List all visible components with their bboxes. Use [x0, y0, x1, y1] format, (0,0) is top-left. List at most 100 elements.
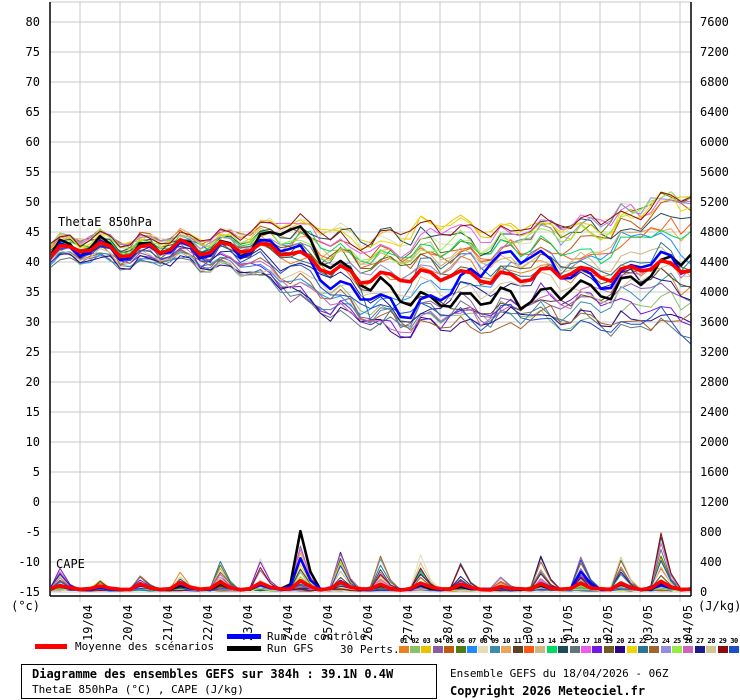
pert-color-swatch: [580, 646, 591, 653]
y-left-tick-label: 65: [26, 105, 40, 119]
y-left-tick-label: 0: [33, 495, 40, 509]
pert-key-item: 26: [683, 637, 694, 653]
pert-number: 06: [456, 637, 465, 645]
pert-key-item: 10: [501, 637, 512, 653]
pert-number: 16: [570, 637, 579, 645]
member-thetae-line: [51, 248, 691, 305]
x-date-label: 29/04: [481, 605, 495, 641]
pert-key-item: 21: [626, 637, 637, 653]
member-thetae-line: [51, 251, 691, 329]
pert-color-swatch: [717, 646, 728, 653]
pert-color-swatch: [512, 646, 523, 653]
y-right-tick-label: 2800: [700, 375, 729, 389]
chart-subtitle: ThetaE 850hPa (°C) , CAPE (J/kg): [32, 683, 244, 696]
pert-number: 30: [730, 637, 738, 645]
y-left-tick-label: 50: [26, 195, 40, 209]
y-left-tick-label: 45: [26, 225, 40, 239]
pert-color-swatch: [455, 646, 466, 653]
pert-color-swatch: [546, 646, 557, 653]
y-left-tick-label: 70: [26, 75, 40, 89]
y-left-tick-label: 60: [26, 135, 40, 149]
pert-key-item: 16: [569, 637, 580, 653]
pert-key-item: 06: [455, 637, 466, 653]
perturbation-color-key: 01 02 03 04 05 06 07 08 09 10 11 12 13 14 15 16 17 18 19 20…: [398, 637, 740, 656]
chart-title-box: Diagramme des ensembles GEFS sur 384h : …: [21, 664, 437, 699]
pert-color-swatch: [683, 646, 694, 653]
pert-color-swatch: [592, 646, 603, 653]
pert-key-item: 02: [409, 637, 421, 653]
copyright: Copyright 2026 Meteociel.fr: [450, 684, 646, 698]
y-left-tick-label: -10: [18, 555, 40, 569]
member-thetae-line: [51, 229, 691, 265]
pert-number: 20: [616, 637, 624, 645]
pert-color-swatch: [672, 646, 683, 653]
y-right-tick-label: 6000: [700, 135, 729, 149]
y-right-tick-label: 4800: [700, 225, 729, 239]
legend-gfs-label: Run GFS: [267, 642, 314, 655]
pert-key-item: 24: [660, 637, 671, 653]
x-date-label: 25/04: [321, 605, 335, 641]
x-date-label: 20/04: [121, 605, 135, 641]
x-date-label: 30/04: [521, 605, 535, 641]
pert-number: 04: [434, 637, 442, 645]
y-right-tick-label: 7600: [700, 15, 729, 29]
pert-key-item: 07: [466, 637, 478, 653]
x-date-label: 28/04: [441, 605, 455, 641]
pert-number: 10: [502, 637, 510, 645]
pert-color-swatch: [410, 646, 421, 653]
pert-number: 03: [422, 637, 431, 645]
y-left-tick-label: 15: [26, 405, 40, 419]
pert-color-swatch: [478, 646, 489, 653]
pert-color-swatch: [694, 646, 705, 653]
x-date-label: 22/04: [201, 605, 215, 641]
y-right-tick-label: 3600: [700, 315, 729, 329]
x-date-label: 27/04: [401, 605, 415, 641]
member-thetae-line: [51, 243, 691, 334]
mean-line-thetae: [51, 238, 691, 286]
pert-number: 24: [661, 637, 670, 645]
pert-number: 15: [559, 637, 567, 645]
y-right-tick-label: 5600: [700, 165, 729, 179]
y-left-tick-label: 75: [26, 45, 40, 59]
y-left-tick-label: 40: [26, 255, 40, 269]
pert-key-item: 15: [557, 637, 569, 653]
pert-number: 21: [627, 637, 636, 645]
gfs-line-swatch: [227, 646, 261, 651]
pert-color-swatch: [637, 646, 648, 653]
pert-color-swatch: [535, 646, 546, 653]
x-date-label: 02/05: [601, 605, 615, 641]
control-line-swatch: [227, 634, 261, 639]
pert-key-item: 27: [694, 637, 705, 653]
y-left-unit-label: (°c): [11, 599, 40, 613]
y-right-tick-label: 7200: [700, 45, 729, 59]
member-thetae-line: [51, 199, 691, 270]
member-thetae-line: [51, 191, 691, 250]
pert-key-item: 17: [580, 637, 591, 653]
x-date-label: 19/04: [81, 605, 95, 641]
pert-number: 23: [650, 637, 659, 645]
member-thetae-line: [51, 192, 691, 274]
pert-color-swatch: [569, 646, 580, 653]
member-thetae-line: [51, 212, 691, 257]
pert-key-item: 30: [728, 637, 740, 653]
mean-line-cape: [51, 578, 691, 592]
pert-key-item: 28: [706, 637, 717, 653]
y-right-tick-label: 1200: [700, 495, 729, 509]
pert-color-swatch: [444, 646, 455, 653]
pert-key-item: 13: [535, 637, 546, 653]
pert-number: 26: [684, 637, 693, 645]
pert-color-swatch: [626, 646, 637, 653]
pert-number: 29: [718, 637, 727, 645]
pert-number: 14: [548, 637, 556, 645]
pert-number: 12: [525, 637, 533, 645]
pert-color-swatch: [421, 646, 432, 653]
y-right-tick-label: 6800: [700, 75, 729, 89]
x-date-label: 03/05: [641, 605, 655, 641]
y-right-tick-label: 1600: [700, 465, 729, 479]
y-right-tick-label: 400: [700, 555, 722, 569]
pert-key-item: 05: [444, 637, 455, 653]
y-right-tick-label: 3200: [700, 345, 729, 359]
pert-key-item: 04: [432, 637, 443, 653]
series-group: [51, 191, 691, 592]
y-right-tick-label: 0: [700, 585, 707, 599]
